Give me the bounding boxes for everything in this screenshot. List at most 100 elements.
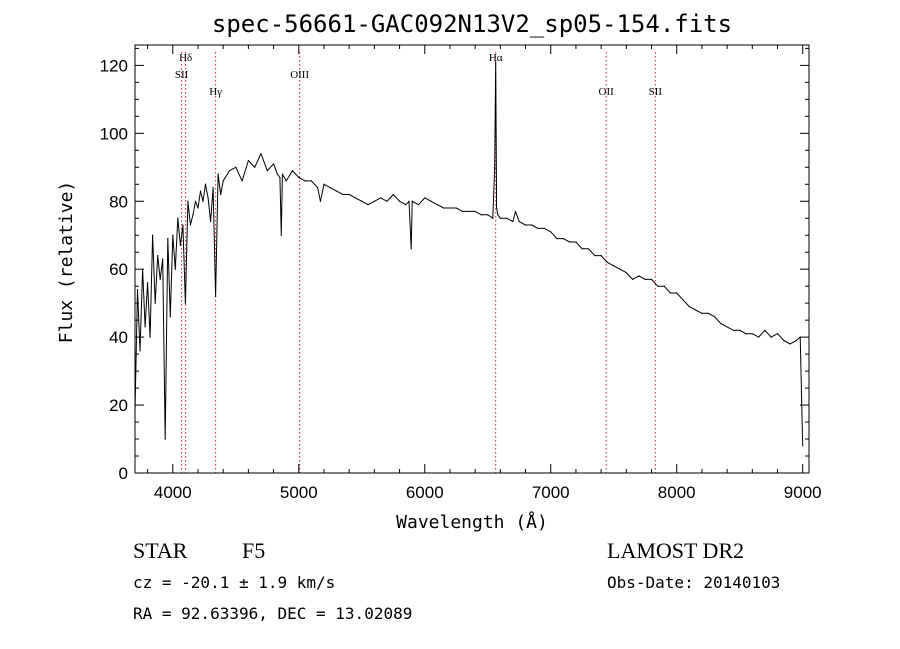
data-point-29 xyxy=(207,197,209,199)
data-point-25 xyxy=(197,207,199,209)
chart-title: spec-56661-GAC092N13V2_sp05-154.fits xyxy=(212,10,732,38)
plot-axes: 4000 5000 6000 7000 8000 9000 0 20 40 60 80 100 120 xyxy=(100,44,822,502)
data-point-79 xyxy=(461,210,464,213)
data-point-72 xyxy=(417,204,420,206)
data-point-133 xyxy=(770,336,772,338)
data-point-56 xyxy=(329,187,331,189)
data-point-49 xyxy=(291,170,294,172)
redshift-text: cz = -20.1 ± 1.9 km/s xyxy=(133,573,335,592)
data-point-66 xyxy=(392,193,394,196)
x-tick-label-5: 9000 xyxy=(784,483,822,502)
data-point-127 xyxy=(732,329,735,331)
data-point-9 xyxy=(157,255,159,257)
data-point-20 xyxy=(184,302,186,304)
data-point-55 xyxy=(323,183,325,185)
data-point-121 xyxy=(695,309,697,311)
data-point-46 xyxy=(280,234,282,236)
data-point-69 xyxy=(408,200,410,202)
data-point-67 xyxy=(398,200,401,202)
data-point-107 xyxy=(606,261,609,263)
data-point-31 xyxy=(212,187,214,189)
x-tick-label-2: 6000 xyxy=(406,483,444,502)
data-point-88 xyxy=(497,214,499,216)
data-point-27 xyxy=(202,200,204,202)
data-point-97 xyxy=(543,227,546,230)
data-point-26 xyxy=(199,190,202,192)
data-point-87 xyxy=(495,207,498,209)
x-tick-label-3: 7000 xyxy=(532,483,570,502)
y-tick-label-3: 60 xyxy=(109,260,128,279)
data-point-105 xyxy=(594,255,596,257)
data-point-115 xyxy=(657,285,659,287)
data-point-4 xyxy=(144,326,146,328)
data-point-64 xyxy=(380,197,382,199)
data-point-94 xyxy=(524,224,527,226)
data-point-38 xyxy=(241,180,243,182)
data-point-106 xyxy=(600,255,602,257)
data-point-34 xyxy=(220,193,222,196)
line-marker-label-6: SII xyxy=(649,86,663,98)
data-point-120 xyxy=(688,305,690,308)
data-point-61 xyxy=(361,200,363,202)
data-point-18 xyxy=(179,244,181,247)
data-point-68 xyxy=(405,204,407,206)
data-point-118 xyxy=(676,292,678,294)
data-point-136 xyxy=(789,343,791,345)
line-marker-label-4: Hα xyxy=(489,52,503,64)
y-tick-label-6: 120 xyxy=(100,56,128,75)
data-point-96 xyxy=(537,227,539,230)
data-point-51 xyxy=(304,180,306,182)
data-point-40 xyxy=(254,166,256,168)
data-point-41 xyxy=(260,153,262,155)
data-point-42 xyxy=(266,170,268,172)
emission-line-markers: Hδ SII Hγ OIII Hα OII SII xyxy=(175,52,662,473)
data-point-6 xyxy=(149,336,151,338)
data-point-102 xyxy=(575,241,577,243)
y-tick-label-4: 80 xyxy=(109,192,128,211)
data-point-37 xyxy=(235,166,237,168)
data-point-30 xyxy=(209,221,212,223)
data-point-128 xyxy=(739,329,741,331)
data-point-132 xyxy=(764,329,766,331)
data-point-32 xyxy=(215,295,217,297)
data-point-103 xyxy=(581,248,583,250)
spectrum-line-0 xyxy=(134,61,804,446)
data-point-16 xyxy=(174,268,176,270)
data-point-19 xyxy=(182,224,184,226)
data-point-52 xyxy=(310,180,312,182)
data-point-62 xyxy=(367,204,369,206)
x-tick-label-4: 8000 xyxy=(658,483,696,502)
data-point-111 xyxy=(632,278,634,280)
data-point-35 xyxy=(222,180,224,182)
data-point-93 xyxy=(518,221,520,223)
data-point-11 xyxy=(162,258,164,260)
data-point-82 xyxy=(480,214,483,216)
y-tick-label-5: 100 xyxy=(100,124,128,143)
y-tick-label-1: 20 xyxy=(109,396,128,415)
y-tick-label-2: 40 xyxy=(109,328,128,347)
data-point-53 xyxy=(317,187,319,189)
data-point-134 xyxy=(776,333,779,335)
data-point-15 xyxy=(172,234,174,236)
data-point-58 xyxy=(342,193,344,196)
data-point-60 xyxy=(354,197,357,199)
data-point-113 xyxy=(644,278,646,280)
data-point-91 xyxy=(512,221,514,223)
data-point-65 xyxy=(386,200,388,202)
data-point-28 xyxy=(204,183,207,185)
data-point-17 xyxy=(177,217,179,219)
data-point-100 xyxy=(562,238,564,240)
data-point-47 xyxy=(281,173,283,175)
data-point-33 xyxy=(217,173,219,175)
data-point-63 xyxy=(373,200,375,202)
data-point-81 xyxy=(474,210,476,213)
data-point-23 xyxy=(192,214,194,216)
data-point-10 xyxy=(159,278,161,280)
x-tick-label-1: 5000 xyxy=(280,483,318,502)
line-marker-label-0: Hδ xyxy=(179,52,192,64)
data-point-73 xyxy=(424,197,426,199)
data-point-45 xyxy=(279,176,281,179)
data-point-129 xyxy=(745,333,747,335)
spectrum-series xyxy=(134,61,804,447)
data-point-123 xyxy=(707,312,709,314)
